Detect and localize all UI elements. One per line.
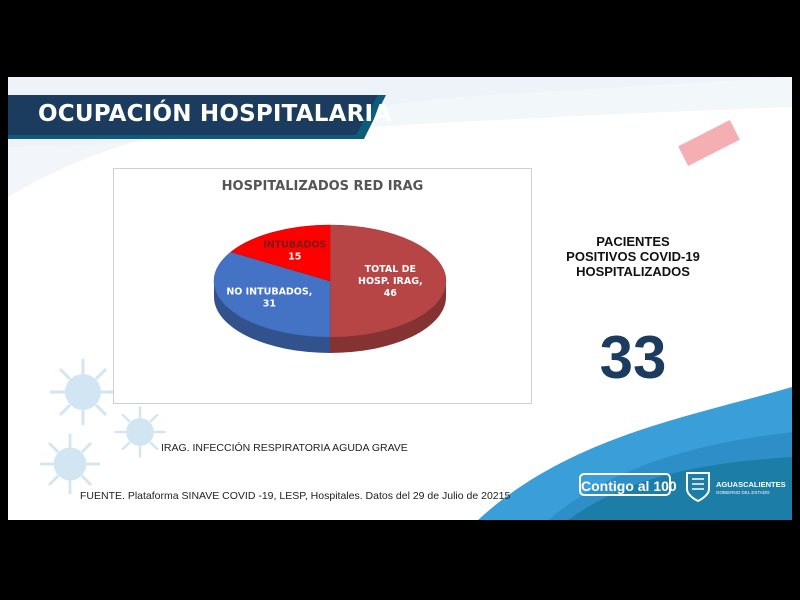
contigo-al-100-logo: Contigo al 100 — [579, 473, 677, 496]
chart-title: HOSPITALIZADOS RED IRAG — [221, 179, 424, 194]
pie-slice-label: INTUBADOS 15 — [263, 240, 326, 263]
state-name: AGUASCALIENTES — [716, 480, 786, 489]
government-label: GOBIERNO DEL ESTADO — [716, 490, 770, 495]
covid-label-line: POSITIVOS COVID-19 — [566, 249, 700, 264]
pie-slice-label: TOTAL DE HOSP. IRAG, 46 — [358, 264, 423, 299]
data-source: FUENTE. Plataforma SINAVE COVID -19, LES… — [80, 490, 511, 502]
pie-slice — [329, 224, 447, 338]
title-banner — [8, 95, 386, 139]
virus-icon — [114, 406, 166, 458]
pie-slice-side — [330, 281, 446, 353]
pie-slice — [213, 251, 331, 338]
pie-slice — [230, 224, 331, 282]
presentation-slide: OCUPACIÓN HOSPITALARIA TOTAL DE HOSP. IRA — [8, 77, 792, 520]
virus-icon — [50, 359, 116, 425]
pie-slice-side — [214, 281, 330, 353]
covid-label-line: HOSPITALIZADOS — [576, 264, 690, 279]
state-seal-icon — [686, 472, 710, 503]
covid-patients-label: PACIENTES POSITIVOS COVID-19 HOSPITALIZA… — [533, 234, 733, 279]
covid-patients-count: 33 — [599, 324, 667, 391]
virus-icon — [39, 433, 101, 495]
page-title: OCUPACIÓN HOSPITALARIA — [38, 101, 392, 127]
pie-slice-label: NO INTUBADOS, 31 — [226, 286, 312, 309]
aguascalientes-logo: AGUASCALIENTES GOBIERNO DEL ESTADO — [684, 469, 788, 503]
pie-chart-canvas: TOTAL DE HOSP. IRAG, 46 NO INTUBADOS, 31 INTU… — [213, 224, 447, 353]
pie-chart: TOTAL DE HOSP. IRAG, 46 NO INTUBADOS, 31 INTU… — [113, 168, 532, 404]
covid-label-line: PACIENTES — [596, 234, 670, 249]
irag-footnote: IRAG. INFECCIÓN RESPIRATORIA AGUDA GRAVE — [161, 442, 408, 454]
